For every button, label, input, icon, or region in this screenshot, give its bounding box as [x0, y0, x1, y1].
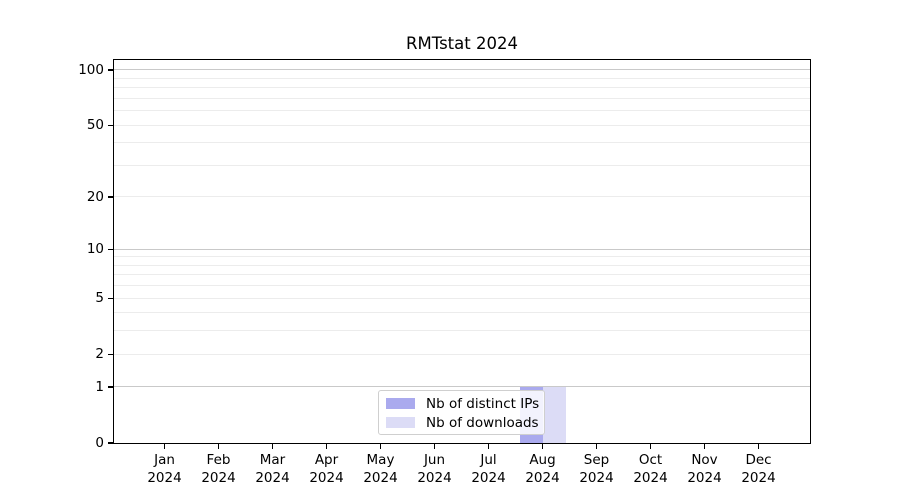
major-gridline	[114, 248, 810, 250]
x-tick-mark	[379, 444, 382, 450]
y-tick-mark	[108, 297, 114, 299]
y-tick-label: 50	[86, 117, 104, 134]
x-tick-label: Aug 2024	[508, 452, 578, 487]
legend-label: Nb of distinct IPs	[426, 395, 540, 412]
x-tick-label: Sep 2024	[562, 452, 632, 487]
minor-gridline	[114, 256, 810, 258]
axes-frame	[112, 58, 811, 444]
x-tick-mark	[217, 444, 220, 450]
major-gridline	[114, 386, 810, 388]
x-tick-mark	[487, 444, 490, 450]
y-tick-mark	[108, 442, 114, 444]
plot-area: Nb of distinct IPs Nb of downloads	[112, 58, 811, 444]
minor-gridline	[114, 264, 810, 266]
legend-item: Nb of distinct IPs	[386, 394, 540, 413]
legend-label: Nb of downloads	[426, 414, 539, 431]
x-tick-month: Mar	[259, 452, 286, 468]
x-tick-year: 2024	[471, 469, 506, 486]
x-tick-month: Feb	[206, 452, 231, 468]
x-tick-label: Jun 2024	[400, 452, 470, 487]
y-tick-label: 5	[95, 290, 104, 307]
x-tick-label: Jan 2024	[130, 452, 200, 487]
minor-gridline	[114, 196, 810, 198]
y-tick-label: 10	[86, 241, 104, 258]
minor-gridline	[114, 97, 810, 99]
minor-gridline	[114, 164, 810, 166]
minor-gridline	[114, 142, 810, 144]
x-tick-year: 2024	[687, 469, 722, 486]
x-tick-year: 2024	[525, 469, 560, 486]
legend-swatch-icon	[386, 417, 415, 428]
minor-gridline	[114, 274, 810, 276]
x-tick-label: Nov 2024	[670, 452, 740, 487]
y-tick-mark	[108, 386, 114, 388]
x-tick-year: 2024	[363, 469, 398, 486]
minor-gridline	[114, 297, 810, 299]
y-tick-label: 2	[95, 346, 104, 363]
x-tick-month: Dec	[745, 452, 772, 468]
x-tick-month: Apr	[314, 452, 339, 468]
x-tick-year: 2024	[255, 469, 290, 486]
minor-gridline	[114, 353, 810, 355]
x-tick-label: May 2024	[346, 452, 416, 487]
y-tick-label: 1	[95, 378, 104, 395]
x-tick-mark	[649, 444, 652, 450]
x-tick-mark	[757, 444, 760, 450]
legend-swatch-icon	[386, 398, 415, 409]
minor-gridline	[114, 312, 810, 314]
y-tick-label: 20	[86, 188, 104, 205]
x-tick-year: 2024	[417, 469, 452, 486]
bar-nb-of-downloads	[542, 386, 566, 443]
y-tick-mark	[108, 69, 114, 71]
x-tick-month: Jun	[423, 452, 446, 468]
minor-gridline	[114, 285, 810, 287]
y-tick-label: 100	[78, 61, 104, 78]
x-tick-mark	[541, 444, 544, 450]
minor-gridline	[114, 124, 810, 126]
x-tick-year: 2024	[147, 469, 182, 486]
x-tick-month: Nov	[691, 452, 718, 468]
y-tick-mark	[108, 124, 114, 126]
x-tick-month: Sep	[583, 452, 610, 468]
x-tick-label: Feb 2024	[184, 452, 254, 487]
x-tick-year: 2024	[633, 469, 668, 486]
x-tick-label: Dec 2024	[724, 452, 794, 487]
x-tick-year: 2024	[309, 469, 344, 486]
x-tick-month: Oct	[638, 452, 663, 468]
minor-gridline	[114, 110, 810, 112]
legend-item: Nb of downloads	[386, 413, 539, 432]
x-tick-month: May	[366, 452, 395, 468]
minor-gridline	[114, 77, 810, 79]
x-tick-label: Jul 2024	[454, 452, 524, 487]
x-tick-label: Mar 2024	[238, 452, 308, 487]
minor-gridline	[114, 87, 810, 89]
chart-title: RMTstat 2024	[406, 34, 518, 53]
x-tick-month: Aug	[529, 452, 556, 468]
x-tick-mark	[433, 444, 436, 450]
x-tick-label: Apr 2024	[292, 452, 362, 487]
x-tick-year: 2024	[201, 469, 236, 486]
x-tick-mark	[325, 444, 328, 450]
x-tick-mark	[271, 444, 274, 450]
y-tick-mark	[108, 248, 114, 250]
x-tick-year: 2024	[579, 469, 614, 486]
y-tick-mark	[108, 196, 114, 198]
x-tick-month: Jan	[154, 452, 175, 468]
y-tick-mark	[108, 353, 114, 355]
minor-gridline	[114, 330, 810, 332]
x-tick-label: Oct 2024	[616, 452, 686, 487]
major-gridline	[114, 69, 810, 71]
x-tick-month: Jul	[480, 452, 497, 468]
x-tick-year: 2024	[741, 469, 776, 486]
legend: Nb of distinct IPs Nb of downloads	[378, 390, 545, 435]
x-tick-mark	[595, 444, 598, 450]
y-tick-label: 0	[95, 435, 104, 451]
x-tick-mark	[163, 444, 166, 450]
x-tick-mark	[703, 444, 706, 450]
